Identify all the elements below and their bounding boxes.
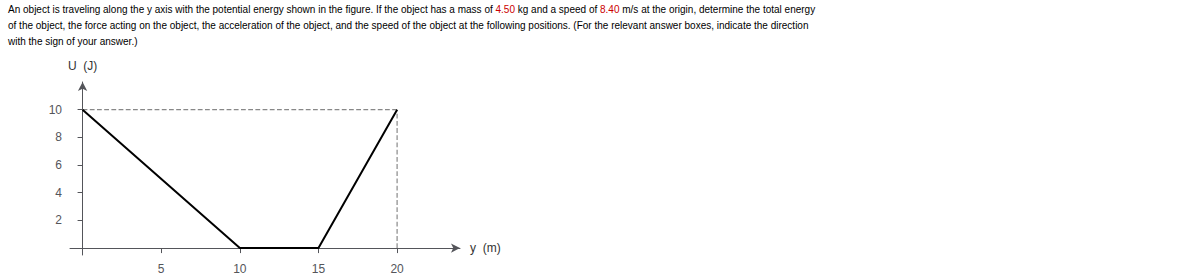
svg-text:15: 15 xyxy=(312,262,326,276)
svg-text:10: 10 xyxy=(233,262,247,276)
svg-text:y (m): y (m) xyxy=(470,241,501,255)
svg-text:5: 5 xyxy=(158,262,165,276)
svg-text:4: 4 xyxy=(55,186,62,200)
svg-text:8: 8 xyxy=(55,130,62,144)
svg-text:m/s at the origin, determine t: m/s at the origin, determine the total e… xyxy=(619,4,815,15)
svg-text:10: 10 xyxy=(49,103,63,117)
svg-text:20: 20 xyxy=(390,262,404,276)
svg-text:with the sign of your answer.): with the sign of your answer.) xyxy=(7,36,138,47)
svg-text:of the object, the force actin: of the object, the force acting on the o… xyxy=(8,20,809,31)
svg-text:6: 6 xyxy=(55,158,62,172)
svg-text:4.50: 4.50 xyxy=(496,4,516,15)
svg-text:An object is traveling along t: An object is traveling along the y axis … xyxy=(8,4,496,15)
svg-text:2: 2 xyxy=(55,213,62,227)
svg-text:U (J): U (J) xyxy=(68,59,97,73)
svg-text:8.40: 8.40 xyxy=(600,4,620,15)
svg-text:kg and a speed of: kg and a speed of xyxy=(515,4,600,15)
